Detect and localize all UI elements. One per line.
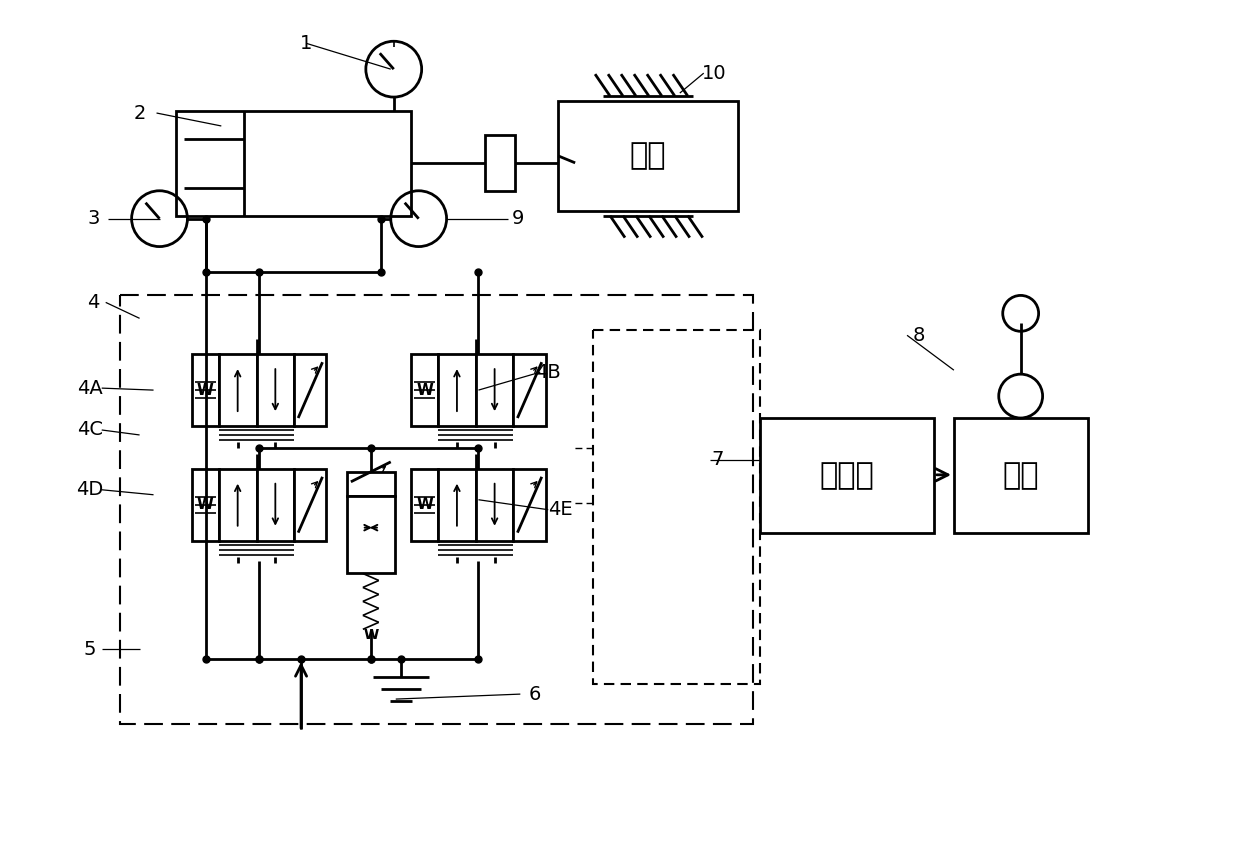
Text: 输入: 输入 — [1003, 461, 1039, 490]
Text: 9: 9 — [512, 209, 525, 228]
Bar — [513, 354, 546, 426]
Text: W: W — [363, 628, 378, 642]
Bar — [294, 469, 326, 541]
Bar — [476, 354, 513, 426]
Bar — [558, 101, 738, 211]
Bar — [412, 354, 438, 426]
Bar — [412, 469, 438, 541]
Text: 控制器: 控制器 — [820, 461, 874, 490]
Bar — [485, 135, 516, 191]
Bar — [513, 469, 546, 541]
Text: 10: 10 — [702, 63, 727, 83]
Bar — [218, 469, 257, 541]
Text: 4C: 4C — [77, 420, 103, 440]
Bar — [593, 330, 760, 684]
Text: 8: 8 — [913, 326, 925, 345]
Text: 3: 3 — [88, 209, 100, 228]
Text: 4B: 4B — [536, 363, 562, 381]
Bar — [257, 469, 294, 541]
Text: W: W — [197, 497, 213, 512]
Bar — [192, 354, 218, 426]
Bar — [294, 354, 326, 426]
Bar — [119, 295, 753, 724]
Bar — [438, 354, 476, 426]
Text: W: W — [197, 382, 213, 398]
Text: W: W — [417, 497, 433, 512]
Bar — [760, 418, 934, 533]
Bar — [176, 111, 410, 216]
Bar — [192, 469, 218, 541]
Text: 4E: 4E — [548, 500, 573, 519]
Bar — [257, 354, 294, 426]
Bar — [347, 472, 394, 495]
Bar — [476, 469, 513, 541]
Text: 7: 7 — [712, 451, 724, 469]
Text: 5: 5 — [83, 640, 95, 659]
Bar — [347, 495, 394, 574]
Text: 4A: 4A — [77, 379, 103, 398]
Text: 2: 2 — [134, 104, 146, 122]
Text: 负载: 负载 — [630, 142, 666, 170]
Text: 4D: 4D — [76, 480, 103, 500]
Bar — [438, 469, 476, 541]
Bar — [218, 354, 257, 426]
Bar — [954, 418, 1089, 533]
Text: W: W — [417, 382, 433, 398]
Text: 6: 6 — [529, 684, 542, 704]
Text: 1: 1 — [300, 34, 312, 53]
Text: 4: 4 — [88, 293, 100, 312]
